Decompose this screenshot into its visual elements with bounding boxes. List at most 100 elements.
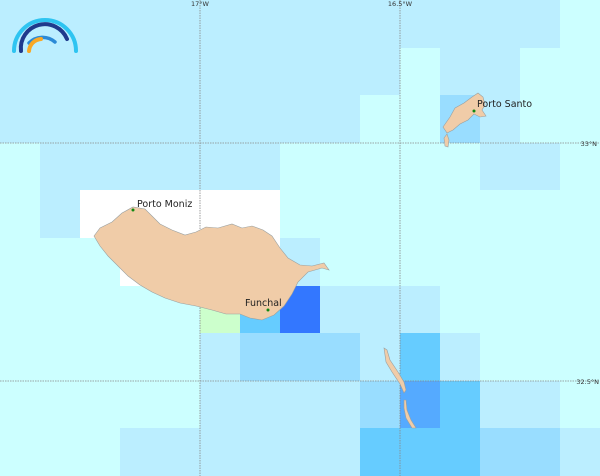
grid-cell <box>400 95 440 143</box>
places: Porto Moniz Funchal Porto Santo <box>131 99 532 312</box>
logo-arc-orange <box>27 37 43 53</box>
grid-cell <box>320 286 360 333</box>
grid-cell <box>440 333 480 381</box>
grid-cell <box>120 143 160 190</box>
grid-cell <box>120 0 160 48</box>
grid-cell <box>400 190 440 238</box>
grid-cell <box>560 95 600 143</box>
grid-cell <box>360 286 400 333</box>
grid-cell <box>80 286 120 333</box>
grid-cell <box>320 238 360 286</box>
grid-cell <box>480 0 520 48</box>
grid-cell <box>560 333 600 381</box>
grid-cell <box>80 333 120 381</box>
grid-cell <box>440 143 480 190</box>
grid-cell <box>480 333 520 381</box>
grid-cell <box>520 190 560 238</box>
grid-cell <box>200 143 240 190</box>
grid-cell <box>320 0 360 48</box>
grid-cell <box>480 286 520 333</box>
grid-cell <box>400 286 440 333</box>
grid-cell <box>280 333 320 381</box>
grid-cell <box>520 333 560 381</box>
grid-cell <box>40 381 80 428</box>
funchal-marker <box>266 308 270 312</box>
grid-cell <box>80 95 120 143</box>
grid-cell <box>320 190 360 238</box>
grid-cell <box>120 95 160 143</box>
grid-cell <box>0 428 40 476</box>
grid-cell <box>280 0 320 48</box>
grid-cell <box>480 428 520 476</box>
grid-cell <box>0 238 40 286</box>
grid-cell <box>120 286 160 333</box>
grid-cell <box>200 0 240 48</box>
grid-cell <box>520 238 560 286</box>
grid-cell <box>480 381 520 428</box>
grid-cell <box>440 286 480 333</box>
grid-cell <box>240 333 280 381</box>
grid-cell <box>0 48 40 95</box>
porto-moniz-marker <box>131 208 135 212</box>
porto-santo-marker <box>472 109 476 113</box>
grid-cell <box>320 333 360 381</box>
logo-arc-navy <box>18 22 69 53</box>
grid-cell <box>440 238 480 286</box>
grid-cell <box>520 286 560 333</box>
grid-cell <box>480 48 520 95</box>
lon-label-16-5w: 16.5°W <box>388 0 413 8</box>
grid-cell <box>160 143 200 190</box>
grid-cell <box>560 238 600 286</box>
grid-cell <box>400 48 440 95</box>
porto-santo-label: Porto Santo <box>477 99 532 110</box>
lat-label-32-5n: 32.5°N <box>576 378 599 386</box>
grid-cell <box>520 0 560 48</box>
grid-cell <box>320 95 360 143</box>
grid-cell <box>480 190 520 238</box>
grid-cell <box>280 143 320 190</box>
grid-cell <box>160 0 200 48</box>
grid-cell <box>440 0 480 48</box>
grid-cell <box>80 48 120 95</box>
grid-cell <box>40 48 80 95</box>
deserta-grande-island <box>383 347 407 394</box>
grid-cell <box>200 48 240 95</box>
grid-cell <box>440 190 480 238</box>
grid-cell <box>400 0 440 48</box>
grid-cell <box>200 428 240 476</box>
grid-cell <box>240 381 280 428</box>
grid-cell <box>560 0 600 48</box>
grid-cell <box>280 48 320 95</box>
grid-cell <box>120 428 160 476</box>
lat-label-33n: 33°N <box>581 140 598 148</box>
grid-cell <box>360 143 400 190</box>
grid-cell <box>360 381 400 428</box>
grid-cell <box>440 428 480 476</box>
madeira-island <box>93 206 330 321</box>
grid-cell <box>320 48 360 95</box>
porto-santo-islet <box>443 133 450 148</box>
grid-cell <box>40 286 80 333</box>
grid-cell <box>40 238 80 286</box>
porto-moniz-label: Porto Moniz <box>137 199 192 210</box>
grid-cell <box>120 333 160 381</box>
grid-cell <box>280 381 320 428</box>
funchal-label: Funchal <box>245 298 282 309</box>
grid-cell <box>280 428 320 476</box>
grid-cell <box>520 143 560 190</box>
grid-cell <box>120 381 160 428</box>
grid-cell <box>200 95 240 143</box>
logo-arc-outer <box>12 18 78 53</box>
grid-cell <box>440 381 480 428</box>
land <box>93 92 487 429</box>
grid-cell <box>400 143 440 190</box>
grid-cell <box>560 286 600 333</box>
grid-cell <box>40 428 80 476</box>
grid-cell <box>480 95 520 143</box>
grid-cell <box>520 48 560 95</box>
grid-cell <box>400 333 440 381</box>
grid-cell <box>360 238 400 286</box>
grid-cell <box>360 428 400 476</box>
